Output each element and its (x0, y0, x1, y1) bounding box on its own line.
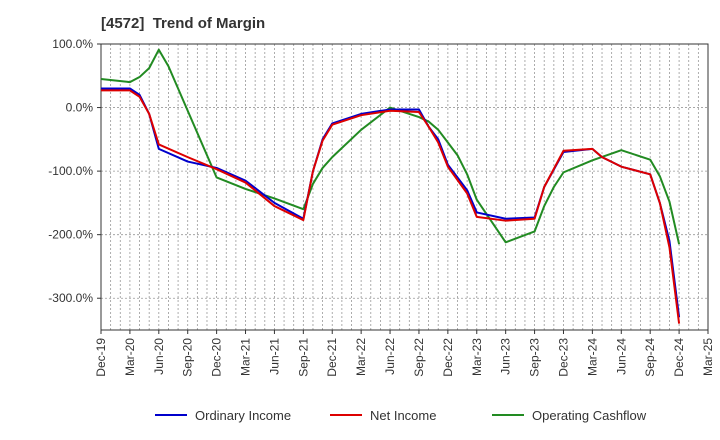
x-tick-label: Jun-22 (383, 338, 397, 375)
x-tick-label: Dec-24 (672, 338, 686, 377)
x-tick-label: Dec-23 (556, 338, 570, 377)
x-tick-labels: Dec-19 Mar-20 Jun-20 Sep-20 Dec-20 Mar-21 Jun-… (94, 338, 715, 377)
grid (100, 43, 709, 330)
y-tick-labels: 100.0% 0.0% -100.0% -200.0% -300.0% (48, 37, 93, 305)
x-tick-label: Sep-22 (412, 338, 426, 377)
x-tick-label: Mar-23 (470, 338, 484, 376)
x-tick-label: Mar-25 (701, 338, 715, 376)
y-tick-label: -100.0% (48, 164, 93, 178)
x-tick-label: Mar-21 (239, 338, 253, 376)
x-tick-label: Dec-22 (441, 338, 455, 377)
chart-title: [4572] Trend of Margin (101, 15, 266, 32)
x-tick-label: Jun-24 (614, 338, 628, 375)
x-tick-label: Mar-22 (354, 338, 368, 376)
x-tick-label: Jun-21 (267, 338, 281, 375)
x-tick-label: Mar-20 (123, 338, 137, 376)
series-line-net-income (101, 89, 681, 324)
x-tick-label: Sep-24 (643, 338, 657, 377)
x-tick-label: Dec-19 (94, 338, 108, 377)
series-lines (100, 48, 681, 324)
plot-frame (100, 43, 709, 331)
x-tick-label: Jun-23 (499, 338, 513, 375)
y-tick-label: -300.0% (48, 291, 93, 305)
legend-label: Operating Cashflow (532, 408, 647, 423)
legend-label: Ordinary Income (195, 408, 291, 423)
x-tick-label: Dec-21 (325, 338, 339, 377)
x-tick-label: Sep-20 (181, 338, 195, 377)
x-tick-label: Sep-21 (296, 338, 310, 377)
y-tick-label: -200.0% (48, 228, 93, 242)
y-tick-label: 0.0% (66, 101, 94, 115)
series-line-ordinary-income (101, 87, 681, 318)
x-tick-label: Mar-24 (585, 338, 599, 376)
x-tick-label: Dec-20 (210, 338, 224, 377)
x-tick-label: Jun-20 (152, 338, 166, 375)
series-line-operating-cashflow (100, 48, 681, 245)
x-tick-label: Sep-23 (528, 338, 542, 377)
legend: Ordinary Income Net Income Operating Cashf… (155, 408, 647, 423)
axes (97, 43, 709, 334)
legend-label: Net Income (370, 408, 436, 423)
y-tick-label: 100.0% (52, 37, 93, 51)
